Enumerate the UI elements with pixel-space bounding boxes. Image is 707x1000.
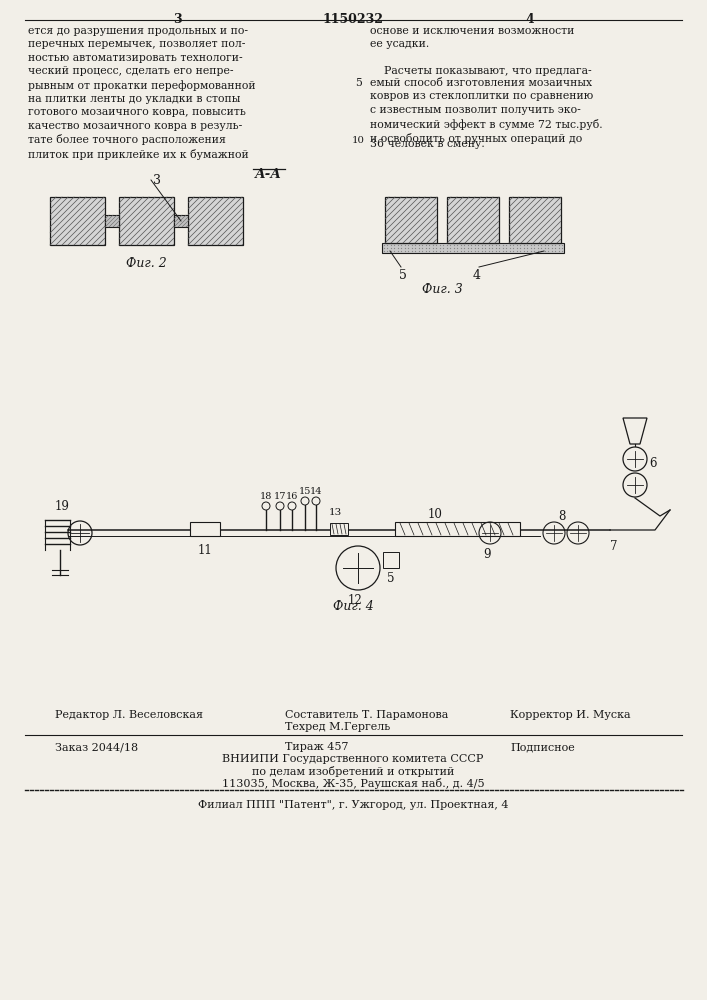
- Bar: [395, 522, 520, 536]
- Bar: [383, 552, 399, 568]
- Bar: [119, 197, 174, 245]
- Text: ВНИИПИ Государственного комитета СССР: ВНИИПИ Государственного комитета СССР: [222, 754, 484, 764]
- Text: 5: 5: [355, 78, 362, 88]
- Text: Корректор И. Муска: Корректор И. Муска: [510, 710, 631, 720]
- Text: ется до разрушения продольных и по-
перечных перемычек, позволяет пол-
ностью ав: ется до разрушения продольных и по- пере…: [28, 26, 256, 160]
- Bar: [385, 197, 437, 243]
- Text: 8: 8: [559, 510, 566, 523]
- Text: Фиг. 2: Фиг. 2: [126, 257, 166, 270]
- Circle shape: [276, 502, 284, 510]
- Text: 5: 5: [399, 269, 407, 282]
- Circle shape: [312, 497, 320, 505]
- Text: 113035, Москва, Ж-35, Раушская наб., д. 4/5: 113035, Москва, Ж-35, Раушская наб., д. …: [222, 778, 484, 789]
- Text: 13: 13: [328, 508, 341, 517]
- Bar: [330, 523, 348, 535]
- Text: Подписное: Подписное: [510, 742, 575, 752]
- Bar: [190, 522, 220, 536]
- Text: 7: 7: [610, 540, 617, 553]
- Text: Составитель Т. Парамонова: Составитель Т. Парамонова: [285, 710, 448, 720]
- Text: 3: 3: [153, 174, 161, 187]
- Text: 10: 10: [352, 136, 365, 145]
- Text: 3: 3: [173, 13, 181, 26]
- Polygon shape: [623, 418, 647, 444]
- Text: емый способ изготовления мозаичных
ковров из стеклоплитки по сравнению
с известн: емый способ изготовления мозаичных ковро…: [370, 78, 602, 144]
- Bar: [105, 215, 119, 227]
- Text: 18: 18: [259, 492, 272, 501]
- Text: 4: 4: [525, 13, 534, 26]
- Text: 12: 12: [348, 594, 363, 607]
- Text: 36 человек в смену.: 36 человек в смену.: [370, 139, 485, 149]
- Text: Тираж 457: Тираж 457: [285, 742, 349, 752]
- Circle shape: [262, 502, 270, 510]
- Text: Филиал ППП "Патент", г. Ужгород, ул. Проектная, 4: Филиал ППП "Патент", г. Ужгород, ул. Про…: [198, 800, 508, 810]
- Text: Фиг. 3: Фиг. 3: [421, 283, 462, 296]
- Text: Заказ 2044/18: Заказ 2044/18: [55, 742, 138, 752]
- Text: по делам изобретений и открытий: по делам изобретений и открытий: [252, 766, 454, 777]
- Bar: [50, 197, 105, 245]
- Text: 5: 5: [387, 572, 395, 585]
- Text: Техред М.Гергель: Техред М.Гергель: [285, 722, 390, 732]
- Bar: [509, 197, 561, 243]
- Bar: [382, 243, 564, 253]
- Text: Расчеты показывают, что предлага-: Расчеты показывают, что предлага-: [370, 66, 592, 76]
- Circle shape: [288, 502, 296, 510]
- Text: А-А: А-А: [255, 168, 281, 181]
- Circle shape: [301, 497, 309, 505]
- Text: 4: 4: [473, 269, 481, 282]
- Text: Редактор Л. Веселовская: Редактор Л. Веселовская: [55, 710, 203, 720]
- Text: 9: 9: [484, 548, 491, 561]
- Text: основе и исключения возможности
ее усадки.: основе и исключения возможности ее усадк…: [370, 26, 574, 49]
- Text: 11: 11: [198, 544, 212, 557]
- Text: 17: 17: [274, 492, 286, 501]
- Text: 1150232: 1150232: [322, 13, 383, 26]
- Text: 14: 14: [310, 487, 322, 496]
- Text: 10: 10: [428, 508, 443, 521]
- Bar: [174, 215, 188, 227]
- Text: Фиг. 4: Фиг. 4: [332, 600, 373, 613]
- Text: 15: 15: [299, 487, 311, 496]
- Text: 19: 19: [54, 500, 69, 513]
- Bar: [447, 197, 499, 243]
- Text: 16: 16: [286, 492, 298, 501]
- Bar: [188, 197, 243, 245]
- Text: 6: 6: [649, 457, 657, 470]
